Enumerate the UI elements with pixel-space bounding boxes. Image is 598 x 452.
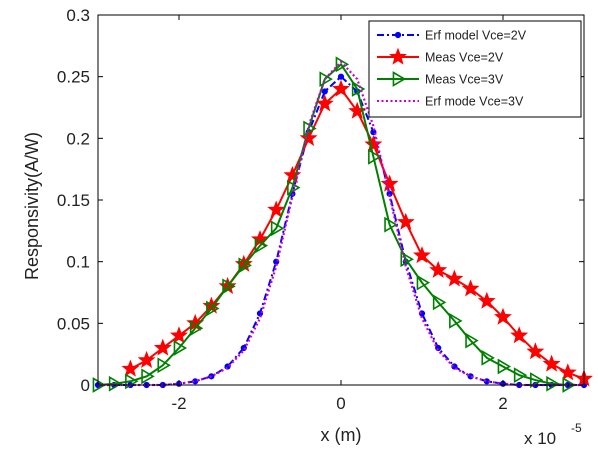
series-1-point-3 [170, 326, 188, 344]
y-tick-label-1: 0.05 [57, 314, 90, 333]
y-tick-label-6: 0.3 [66, 6, 90, 25]
series-1-point-2 [153, 338, 172, 356]
y-tick-label-2: 0.1 [66, 253, 90, 272]
x-tick-label-1: 0 [336, 394, 345, 413]
series-1-point-8 [251, 230, 269, 248]
y-axis-label: Responsivity(A/W) [22, 132, 42, 280]
series-2-point-0 [92, 377, 107, 393]
series-2-point-4 [157, 357, 171, 374]
series-2-point-legend [392, 71, 407, 87]
series-1-point-18 [413, 246, 431, 264]
legend-label-3: Erf mode Vce=3V [425, 95, 524, 109]
series-1-point-26 [542, 354, 561, 372]
series-1-point-12 [315, 94, 334, 112]
x-multiplier-label: x 10 [524, 429, 556, 448]
legend-marker-2 [392, 71, 407, 87]
series-2-point-5 [173, 340, 188, 356]
series-1-point-19 [429, 260, 448, 278]
series-2-point-11 [270, 220, 285, 237]
axes-layer: 0 0.05 0.1 0.15 0.2 0.25 0.3 -2 0 2 [57, 6, 585, 413]
series-1-point-17 [396, 212, 415, 230]
series-1-point-11 [299, 128, 318, 146]
series-1-point-23 [494, 307, 512, 325]
series-2-point-27 [530, 372, 544, 388]
series-2-point-19 [400, 251, 414, 268]
y-tick-label-5: 0.25 [57, 68, 90, 87]
series-2-point-7 [206, 300, 220, 317]
series-1-point-14 [348, 101, 367, 119]
series-1-point-15 [364, 135, 383, 153]
y-tick-label-4: 0.2 [66, 129, 90, 148]
series-1-point-7 [234, 254, 253, 272]
series-1-point-1 [137, 350, 156, 368]
legend-label-2: Meas Vce=3V [425, 73, 504, 87]
x-multiplier-exponent: -5 [571, 421, 582, 435]
series-2-point-26 [513, 367, 528, 384]
series-2-point-17 [368, 148, 382, 165]
series-2-point-16 [351, 81, 366, 97]
series-2-point-1 [108, 375, 123, 392]
series-2-point-24 [481, 349, 495, 366]
series-2-point-23 [465, 332, 479, 349]
legend: Erf model Vce=2V Meas Vce=2V Meas Vce=3V Er… [368, 20, 582, 118]
series-2-point-22 [449, 312, 463, 329]
series-2-point-10 [254, 237, 269, 254]
series-0-point-15 [337, 73, 345, 80]
series-2-point-8 [222, 278, 236, 295]
y-tick-label-3: 0.15 [57, 191, 90, 210]
series-2-point-14 [319, 71, 333, 88]
series-1-point-24 [510, 326, 529, 344]
series-1-point-0 [121, 359, 140, 377]
legend-label-0: Erf model Vce=2V [425, 29, 527, 43]
series-2-point-6 [189, 320, 204, 337]
series-1-point-21 [461, 279, 480, 297]
series-2-point-20 [416, 274, 431, 291]
series-1-point-27 [558, 363, 577, 381]
x-tick-label-2: 2 [498, 394, 507, 413]
y-tick-label-0: 0 [81, 376, 90, 395]
legend-label-1: Meas Vce=2V [425, 51, 504, 65]
series-1-point-16 [380, 174, 399, 192]
series-2-point-21 [432, 294, 447, 311]
series-1-point-9 [267, 200, 286, 218]
series-1-point-22 [477, 291, 496, 309]
series-2-point-28 [546, 375, 560, 392]
legend-marker-0 [394, 31, 402, 39]
series-0-point-14 [321, 88, 328, 95]
series-1-point-20 [445, 269, 464, 287]
series-2-point-25 [497, 358, 512, 375]
series-2-point-15 [335, 56, 350, 73]
x-tick-label-0: -2 [171, 394, 186, 413]
series-0-point-legend [394, 31, 402, 39]
series-2-point-3 [141, 368, 155, 385]
legend-marker-1 [389, 47, 407, 65]
series-1-point-13 [332, 79, 350, 97]
series-1-point-legend [389, 47, 407, 65]
series-2-point-18 [384, 216, 398, 233]
series-1-point-25 [526, 342, 545, 360]
series-2-point-9 [238, 257, 252, 274]
x-axis-label: x (m) [321, 425, 362, 445]
